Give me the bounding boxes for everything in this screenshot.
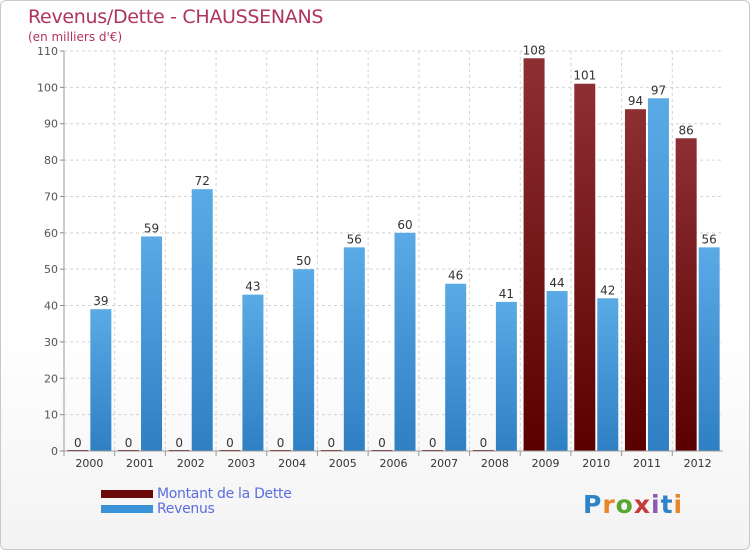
- y-tick-label: 50: [44, 263, 58, 276]
- x-tick-label-2002: 2002: [177, 457, 205, 470]
- bar-revenus-2008: [495, 301, 517, 451]
- bar-revenus-2010: [597, 298, 619, 451]
- chart-title: Revenus/Dette - CHAUSSENANS: [28, 6, 324, 28]
- y-tick-label: 40: [44, 300, 58, 313]
- x-tick-label-2003: 2003: [227, 457, 255, 470]
- y-tick-label: 20: [44, 372, 58, 385]
- x-tick-label-2005: 2005: [329, 457, 357, 470]
- x-tick-label-2008: 2008: [481, 457, 509, 470]
- data-label-debt-2010: 101: [573, 69, 596, 83]
- bar-revenus-2006: [394, 232, 416, 451]
- data-label-debt-2002: 0: [175, 436, 183, 450]
- data-label-revenus-2009: 44: [549, 276, 564, 290]
- x-tick-label-2009: 2009: [532, 457, 560, 470]
- bar-revenus-2000: [90, 309, 112, 451]
- data-label-revenus-2000: 39: [93, 294, 108, 308]
- bar-debt-2010: [574, 83, 596, 452]
- bar-debt-2012: [675, 138, 697, 452]
- data-label-revenus-2010: 42: [600, 283, 615, 297]
- data-label-debt-2003: 0: [226, 436, 234, 450]
- data-label-revenus-2008: 41: [499, 287, 514, 301]
- x-tick-label-2004: 2004: [278, 457, 306, 470]
- legend-swatch-debt: [101, 490, 153, 498]
- bar-revenus-2011: [647, 98, 669, 451]
- data-label-revenus-2003: 43: [245, 280, 260, 294]
- bar-debt-2011: [624, 109, 646, 451]
- y-tick-label: 80: [44, 154, 58, 167]
- bar-debt-2009: [523, 58, 545, 451]
- y-tick-label: 90: [44, 118, 58, 131]
- axes: 0 10 20 30 40 50 60 70 80 90 100 110 2000 2001 2002 200…: [37, 45, 723, 470]
- data-label-debt-2012: 86: [679, 123, 694, 137]
- data-label-debt-2000: 0: [74, 436, 82, 450]
- bar-revenus-2004: [293, 269, 315, 451]
- y-tick-label: 0: [51, 445, 58, 458]
- bar-revenus-2009: [546, 291, 568, 451]
- y-tick-label: 110: [37, 45, 58, 58]
- x-tick-label-2006: 2006: [380, 457, 408, 470]
- legend-label-debt: Montant de la Dette: [157, 486, 292, 502]
- x-tick-label-2001: 2001: [126, 457, 154, 470]
- data-label-debt-2011: 94: [628, 94, 643, 108]
- data-label-debt-2007: 0: [429, 436, 437, 450]
- x-tick-label-2012: 2012: [684, 457, 712, 470]
- bar-revenus-2012: [698, 247, 720, 451]
- data-label-revenus-2011: 97: [651, 83, 666, 97]
- data-label-revenus-2012: 56: [702, 232, 717, 246]
- bars: [67, 58, 720, 452]
- data-label-revenus-2005: 56: [347, 232, 362, 246]
- x-tick-label-2000: 2000: [75, 457, 103, 470]
- x-tick-label-2011: 2011: [633, 457, 661, 470]
- data-label-debt-2008: 0: [480, 436, 488, 450]
- legend-swatch-revenus: [101, 505, 153, 513]
- legend-label-revenus: Revenus: [157, 501, 215, 517]
- y-tick-label: 60: [44, 227, 58, 240]
- data-label-revenus-2002: 72: [195, 174, 210, 188]
- data-label-debt-2005: 0: [327, 436, 335, 450]
- data-label-debt-2006: 0: [378, 436, 386, 450]
- y-tick-label: 100: [37, 81, 58, 94]
- bar-revenus-2002: [191, 189, 213, 451]
- proxiti-logo: Proxiti: [583, 490, 684, 519]
- bar-revenus-2005: [343, 247, 365, 451]
- data-labels: 0 39 0 59 0 72 0 43 0 50 0 56 0 60 0 46 0 41 108 44 101 42 94 9…: [74, 43, 717, 450]
- bar-revenus-2007: [445, 283, 467, 451]
- data-label-revenus-2001: 59: [144, 221, 159, 235]
- x-tick-label-2007: 2007: [430, 457, 458, 470]
- chart-subtitle: (en milliers d'€): [28, 30, 123, 44]
- data-label-revenus-2006: 60: [397, 218, 412, 232]
- bar-revenus-2001: [141, 236, 163, 451]
- x-tick-label-2010: 2010: [582, 457, 610, 470]
- grid-lines: [64, 50, 723, 452]
- y-tick-label: 30: [44, 336, 58, 349]
- y-tick-label: 10: [44, 409, 58, 422]
- data-label-debt-2004: 0: [277, 436, 285, 450]
- data-label-revenus-2007: 46: [448, 269, 463, 283]
- y-tick-label: 70: [44, 190, 58, 203]
- bar-revenus-2003: [242, 294, 264, 451]
- data-label-debt-2009: 108: [523, 43, 546, 57]
- data-label-revenus-2004: 50: [296, 254, 311, 268]
- data-label-debt-2001: 0: [125, 436, 133, 450]
